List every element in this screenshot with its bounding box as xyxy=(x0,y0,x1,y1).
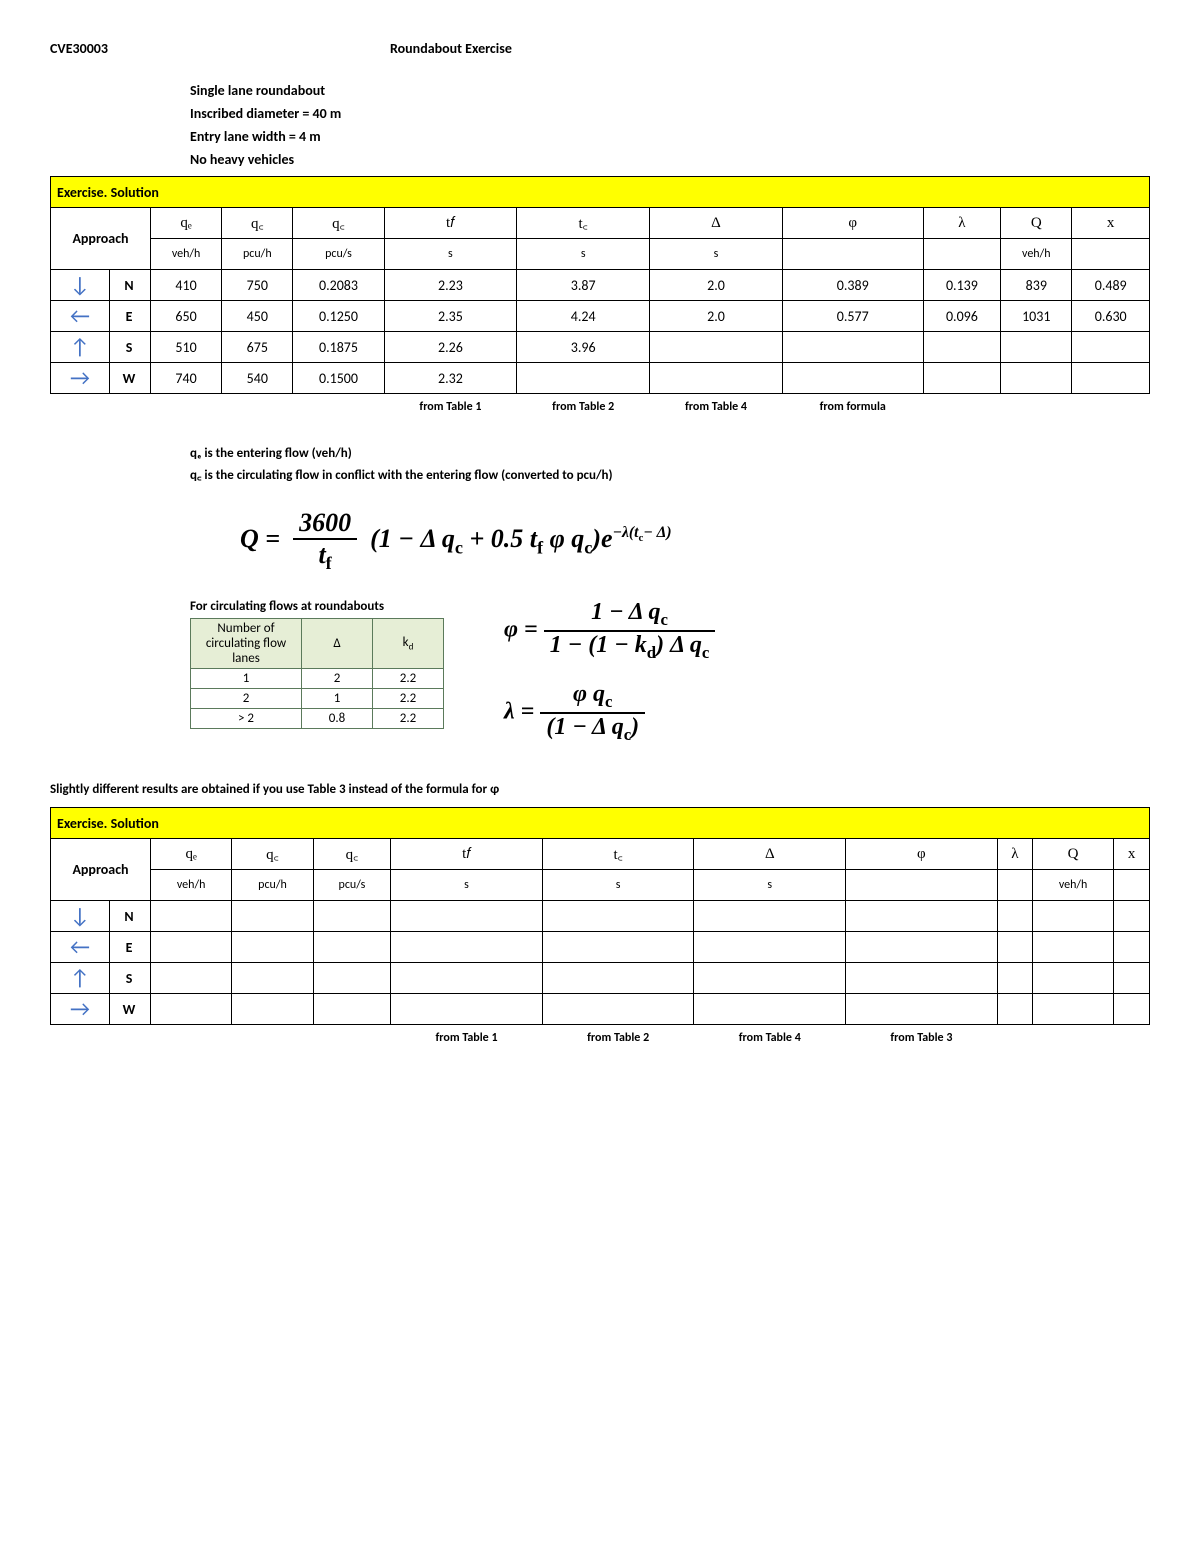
table-row: ↑S xyxy=(51,963,1150,994)
direction-label: S xyxy=(110,332,151,363)
table3-note: Slightly different results are obtained … xyxy=(50,782,1150,797)
arrow-icon: ↓ xyxy=(51,270,110,301)
direction-label: E xyxy=(110,932,151,963)
notes-block: qₑ is the entering flow (veh/h) q꜀ is th… xyxy=(190,446,1150,483)
table-row: ↓N4107500.20832.233.872.00.3890.1398390.… xyxy=(51,270,1150,301)
col-phi: φ xyxy=(782,208,923,239)
circ-h3: kd xyxy=(373,619,444,669)
spec-line: Single lane roundabout xyxy=(190,82,1150,99)
table-row: →W7405400.15002.32 xyxy=(51,363,1150,394)
src-phi: from formula xyxy=(782,394,923,429)
circulating-table: Number of circulating flow lanes Δ kd 12… xyxy=(190,618,444,729)
solution-header-2: Exercise. Solution xyxy=(51,808,1150,839)
table-row: 122.2 xyxy=(191,669,444,689)
circulating-title: For circulating flows at roundabouts xyxy=(190,599,444,614)
solution-table-1: Exercise. Solution Approach qₑ q꜀ q꜀ t𝑓 … xyxy=(50,176,1150,428)
solution-header: Exercise. Solution xyxy=(51,177,1150,208)
arrow-icon: ← xyxy=(51,301,110,332)
table-row: ←E xyxy=(51,932,1150,963)
col-x: x xyxy=(1072,208,1150,239)
src-d: from Table 4 xyxy=(650,394,783,429)
direction-label: N xyxy=(110,270,151,301)
arrow-icon: ← xyxy=(51,932,110,963)
direction-label: S xyxy=(110,963,151,994)
circulating-block: For circulating flows at roundabouts Num… xyxy=(190,599,444,729)
col-approach: Approach xyxy=(51,208,151,270)
col-qch: q꜀ xyxy=(222,208,293,239)
formula-Q: Q = 3600tf (1 − Δ qc + 0.5 tf φ qc)e−λ(t… xyxy=(240,508,1150,574)
side-formulas: φ = 1 − Δ qc1 − (1 − kd) Δ qc λ = φ qc(1… xyxy=(504,599,715,762)
circ-h1: Number of circulating flow lanes xyxy=(191,619,302,669)
direction-label: N xyxy=(110,901,151,932)
note-qc: q꜀ is the circulating flow in conflict w… xyxy=(190,465,1150,483)
arrow-icon: → xyxy=(51,994,110,1025)
col-lambda: λ xyxy=(923,208,1001,239)
table-row: ←E6504500.12502.354.242.00.5770.09610310… xyxy=(51,301,1150,332)
arrow-icon: ↑ xyxy=(51,963,110,994)
note-qe: qₑ is the entering flow (veh/h) xyxy=(190,446,1150,461)
formula-phi: φ = 1 − Δ qc1 − (1 − kd) Δ qc xyxy=(504,599,715,663)
formula-lambda: λ = φ qc(1 − Δ qc) xyxy=(504,681,715,745)
circ-h2: Δ xyxy=(302,619,373,669)
col-tf: t𝑓 xyxy=(384,208,517,239)
table-row: ↑S5106750.18752.263.96 xyxy=(51,332,1150,363)
page-title: Roundabout Exercise xyxy=(390,40,512,57)
table-row: ↓N xyxy=(51,901,1150,932)
table-row: 212.2 xyxy=(191,689,444,709)
course-code: CVE30003 xyxy=(50,40,390,57)
spec-line: Inscribed diameter = 40 m xyxy=(190,105,1150,122)
arrow-icon: ↑ xyxy=(51,332,110,363)
table-row: →W xyxy=(51,994,1150,1025)
src-tf: from Table 1 xyxy=(384,394,517,429)
direction-label: E xyxy=(110,301,151,332)
col-tc: t꜀ xyxy=(517,208,650,239)
arrow-icon: ↓ xyxy=(51,901,110,932)
direction-label: W xyxy=(110,994,151,1025)
spec-line: No heavy vehicles xyxy=(190,151,1150,168)
specs-list: Single lane roundabout Inscribed diamete… xyxy=(190,82,1150,168)
col-qe: qₑ xyxy=(151,208,222,239)
arrow-icon: → xyxy=(51,363,110,394)
src-tc: from Table 2 xyxy=(517,394,650,429)
direction-label: W xyxy=(110,363,151,394)
solution-table-2: Exercise. Solution Approach qₑ q꜀ q꜀ t𝑓 … xyxy=(50,807,1150,1059)
col-Q: Q xyxy=(1001,208,1072,239)
table-row: > 20.82.2 xyxy=(191,709,444,729)
col-delta: Δ xyxy=(650,208,783,239)
spec-line: Entry lane width = 4 m xyxy=(190,128,1150,145)
col-qcs: q꜀ xyxy=(293,208,384,239)
